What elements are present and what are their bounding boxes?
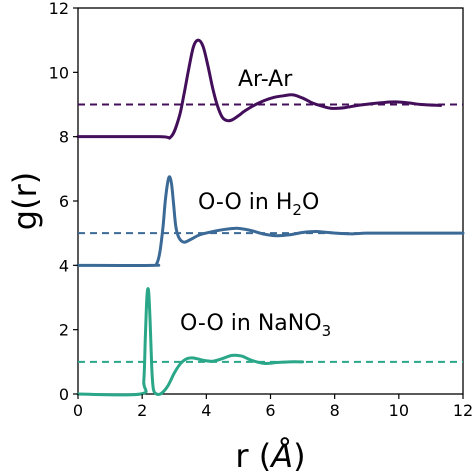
x-tick-label: 0: [73, 401, 83, 420]
y-tick-label: 0: [59, 385, 69, 404]
x-tick-label: 2: [137, 401, 147, 420]
y-tick-label: 6: [59, 192, 69, 211]
series-line-ar-ar: [76, 38, 443, 140]
x-tick-label: 8: [330, 401, 340, 420]
series-line-o-o-nano3: [76, 287, 305, 397]
y-axis-ticks: 0 2 4 6 8 10 12: [49, 0, 78, 404]
series-label-subscript: 3: [322, 322, 332, 340]
x-axis-label-unit: Å: [269, 437, 293, 475]
series-label-tail: O: [302, 190, 319, 215]
x-tick-label: 4: [201, 401, 211, 420]
x-tick-label: 12: [453, 401, 473, 420]
series-label-main: O-O in H: [198, 190, 292, 215]
series-label-main: Ar-Ar: [238, 67, 293, 92]
series-label-o-o-nano3: O-O in NaNO3: [180, 311, 331, 340]
x-tick-label: 6: [265, 401, 275, 420]
y-tick-label: 12: [49, 0, 69, 18]
x-tick-label: 10: [389, 401, 409, 420]
series-label-o-o-h2o: O-O in H2O: [198, 190, 319, 219]
series-labels: Ar-Ar O-O in H2O O-O in NaNO3: [180, 67, 331, 340]
series-lines: [76, 38, 465, 397]
y-tick-label: 10: [49, 63, 69, 82]
y-tick-label: 2: [59, 321, 69, 340]
y-axis-label: g(r): [6, 172, 44, 230]
series-label-ar-ar: Ar-Ar: [238, 67, 293, 92]
series-label-subscript: 2: [292, 201, 302, 219]
x-axis-label-main: r (: [235, 437, 271, 475]
series-line-o-o-h2o: [76, 175, 465, 267]
x-axis-label: r (Å): [235, 437, 305, 475]
x-axis-ticks: 0 2 4 6 8 10 12: [73, 394, 473, 420]
x-axis-label-close: ): [293, 437, 305, 475]
series-label-main: O-O in NaNO: [180, 311, 322, 336]
y-tick-label: 4: [59, 256, 69, 275]
y-tick-label: 8: [59, 128, 69, 147]
